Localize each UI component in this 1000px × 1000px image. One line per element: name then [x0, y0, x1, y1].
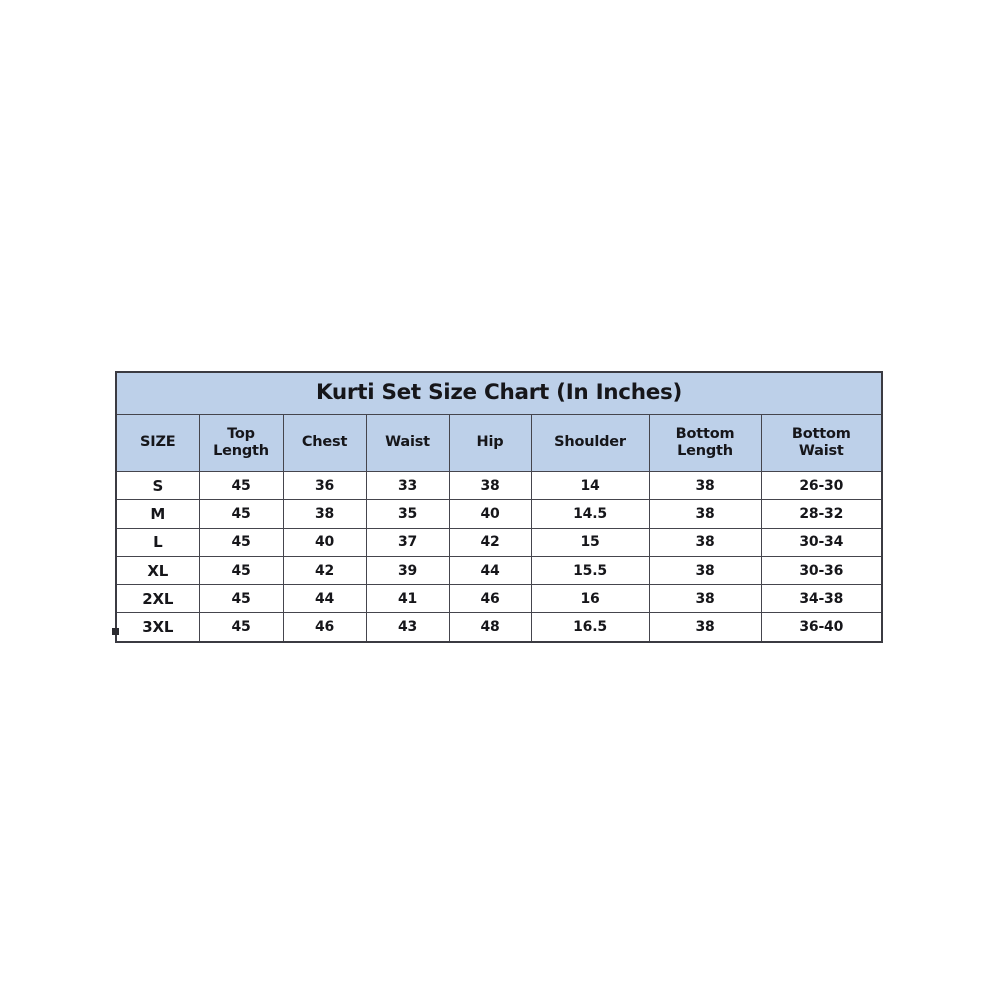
- cell-bottom-length: 38: [648, 584, 762, 614]
- cell-bottom-length: 38: [648, 499, 762, 529]
- column-header-bottom-length-line1: Bottom: [675, 425, 735, 442]
- cell-size: XL: [115, 555, 200, 586]
- cell-size: M: [115, 499, 200, 529]
- cell-shoulder: 16: [530, 584, 650, 614]
- column-header-shoulder-line1: Shoulder: [554, 434, 626, 451]
- column-header-chest-line1: Chest: [301, 434, 348, 451]
- table-row: 2XL 45 44 41 46 16 38 34-38: [115, 584, 883, 614]
- cell-hip: 48: [448, 612, 532, 643]
- cell-shoulder: 14: [530, 470, 650, 501]
- cell-hip: 40: [448, 499, 532, 529]
- column-header-row: SIZE Top Length Chest Waist Hip Shoulder: [115, 414, 883, 472]
- cell-bottom-length: 38: [648, 527, 762, 557]
- cell-bottom-waist: 26-30: [760, 470, 883, 501]
- cell-waist: 33: [365, 470, 450, 501]
- table-row: M 45 38 35 40 14.5 38 28-32: [115, 499, 883, 529]
- column-header-waist: Waist: [365, 414, 450, 472]
- cell-shoulder: 16.5: [530, 612, 650, 643]
- column-header-top-length-line1: Top: [227, 425, 255, 442]
- size-chart-body: S 45 36 33 38 14 38 26-30 M 45 38 35 40 …: [115, 470, 883, 643]
- column-header-bottom-waist-line1: Bottom: [791, 425, 851, 442]
- column-header-top-length: Top Length: [198, 414, 284, 472]
- cell-chest: 46: [282, 612, 367, 643]
- cell-chest: 44: [282, 584, 367, 614]
- column-header-size-line1: SIZE: [140, 434, 176, 451]
- cell-hip: 38: [448, 470, 532, 501]
- column-header-shoulder: Shoulder: [530, 414, 650, 472]
- cell-hip: 42: [448, 527, 532, 557]
- column-header-chest: Chest: [282, 414, 367, 472]
- cell-hip: 46: [448, 584, 532, 614]
- column-header-waist-line1: Waist: [385, 434, 430, 451]
- cell-bottom-waist: 28-32: [760, 499, 883, 529]
- cell-chest: 40: [282, 527, 367, 557]
- cell-chest: 38: [282, 499, 367, 529]
- column-header-bottom-length: Bottom Length: [648, 414, 762, 472]
- cell-waist: 35: [365, 499, 450, 529]
- cell-shoulder: 15.5: [530, 555, 650, 586]
- cell-top-length: 45: [198, 527, 284, 557]
- size-chart-table: Kurti Set Size Chart (In Inches) SIZE To…: [115, 371, 884, 643]
- cell-bottom-length: 38: [648, 612, 762, 643]
- column-header-hip: Hip: [448, 414, 532, 472]
- cell-bottom-length: 38: [648, 470, 762, 501]
- cell-chest: 42: [282, 555, 367, 586]
- cell-size: 3XL: [115, 612, 200, 643]
- cell-bottom-waist: 30-34: [760, 527, 883, 557]
- table-row: XL 45 42 39 44 15.5 38 30-36: [115, 555, 883, 586]
- cell-shoulder: 15: [530, 527, 650, 557]
- table-row: L 45 40 37 42 15 38 30-34: [115, 527, 883, 557]
- cell-top-length: 45: [198, 555, 284, 586]
- cell-size: S: [115, 470, 200, 501]
- corner-anchor-marker: [112, 628, 119, 635]
- column-header-bottom-length-line2: Length: [677, 443, 733, 459]
- column-header-hip-line1: Hip: [476, 434, 504, 451]
- cell-waist: 39: [365, 555, 450, 586]
- cell-waist: 37: [365, 527, 450, 557]
- cell-waist: 43: [365, 612, 450, 643]
- cell-bottom-waist: 34-38: [760, 584, 883, 614]
- cell-shoulder: 14.5: [530, 499, 650, 529]
- column-header-size: SIZE: [115, 414, 200, 472]
- cell-top-length: 45: [198, 612, 284, 643]
- column-header-bottom-waist-line2: Waist: [798, 443, 844, 459]
- cell-size: L: [115, 527, 200, 557]
- chart-title: Kurti Set Size Chart (In Inches): [115, 371, 883, 415]
- cell-top-length: 45: [198, 499, 284, 529]
- table-row: 3XL 45 46 43 48 16.5 38 36-40: [115, 612, 883, 643]
- cell-bottom-length: 38: [648, 555, 762, 586]
- cell-chest: 36: [282, 470, 367, 501]
- cell-size: 2XL: [115, 584, 200, 614]
- chart-title-row: Kurti Set Size Chart (In Inches): [115, 371, 883, 415]
- table-row: S 45 36 33 38 14 38 26-30: [115, 470, 883, 501]
- cell-bottom-waist: 30-36: [760, 555, 883, 586]
- cell-top-length: 45: [198, 470, 284, 501]
- cell-top-length: 45: [198, 584, 284, 614]
- column-header-top-length-line2: Length: [213, 443, 269, 459]
- cell-hip: 44: [448, 555, 532, 586]
- cell-bottom-waist: 36-40: [760, 612, 883, 643]
- cell-waist: 41: [365, 584, 450, 614]
- column-header-bottom-waist: Bottom Waist: [760, 414, 883, 472]
- size-chart-container: Kurti Set Size Chart (In Inches) SIZE To…: [115, 371, 884, 643]
